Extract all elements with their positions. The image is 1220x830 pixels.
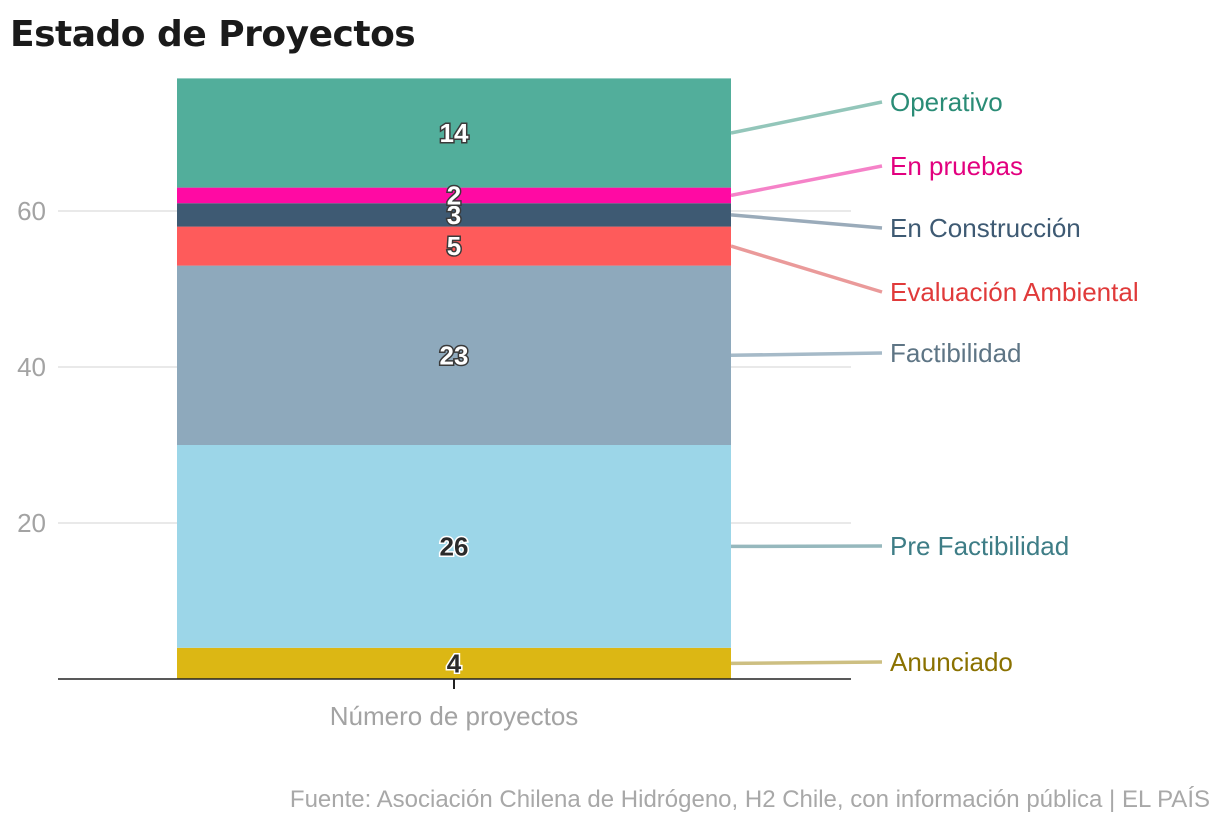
value-label-evaluacion-ambiental: 5 — [447, 231, 461, 261]
chart-title: Estado de Proyectos — [10, 14, 416, 55]
bar-segment-factibilidad — [177, 265, 731, 445]
value-labels: 4 26 23 532 14 — [438, 117, 470, 680]
leader-line-en-pruebas — [730, 164, 883, 198]
leader-line-factibilidad — [730, 351, 883, 358]
legend-labels: Anunciado Pre Factibilidad Factibilidad Eva… — [890, 87, 1139, 677]
leader-line-anunciado — [730, 660, 883, 666]
legend-leaders — [730, 100, 883, 666]
legend-label-en-pruebas: En pruebas — [890, 151, 1023, 181]
bar-segment-en-construccion — [177, 203, 731, 227]
legend-label-evaluacion-ambiental: Evaluación Ambiental — [890, 277, 1139, 307]
legend-label-factibilidad: Factibilidad — [890, 338, 1022, 368]
x-axis: Número de proyectos — [58, 678, 851, 731]
x-axis-label: Número de proyectos — [330, 701, 579, 731]
value-label-operativo: 14 — [440, 118, 469, 148]
bar-segment-operativo — [177, 78, 731, 188]
bar-segment-anunciado — [177, 647, 731, 679]
value-label-pre-factibilidad: 26 — [440, 531, 469, 561]
bar-segment-evaluacion-ambiental — [177, 226, 731, 266]
value-label-anunciado: 4 — [447, 648, 462, 678]
legend-label-en-construccion: En Construcción — [890, 213, 1081, 243]
bar-segment-pre-factibilidad — [177, 445, 731, 648]
legend-label-operativo: Operativo — [890, 87, 1003, 117]
stacked-bar — [177, 78, 731, 679]
chart-area: 20 40 60 4 26 23 532 14 Anunciado Pre Factibili… — [17, 78, 1139, 731]
legend-label-anunciado: Anunciado — [890, 647, 1013, 677]
value-label-factibilidad: 23 — [440, 340, 469, 370]
y-tick-label: 20 — [17, 508, 46, 538]
leader-line-evaluacion-ambiental — [730, 244, 883, 294]
source-note: Fuente: Asociación Chilena de Hidrógeno,… — [289, 786, 1210, 813]
bar-segment-en-pruebas — [177, 187, 731, 204]
legend-label-pre-factibilidad: Pre Factibilidad — [890, 531, 1069, 561]
y-tick-label: 40 — [17, 352, 46, 382]
y-tick-label: 60 — [17, 196, 46, 226]
y-axis-ticks: 20 40 60 — [17, 196, 46, 538]
leader-line-en-construccion — [730, 213, 883, 230]
value-label-en-pruebas: 2 — [447, 180, 461, 210]
leader-line-operativo — [730, 100, 883, 135]
value-label-en-construccion: 3 — [447, 200, 461, 230]
